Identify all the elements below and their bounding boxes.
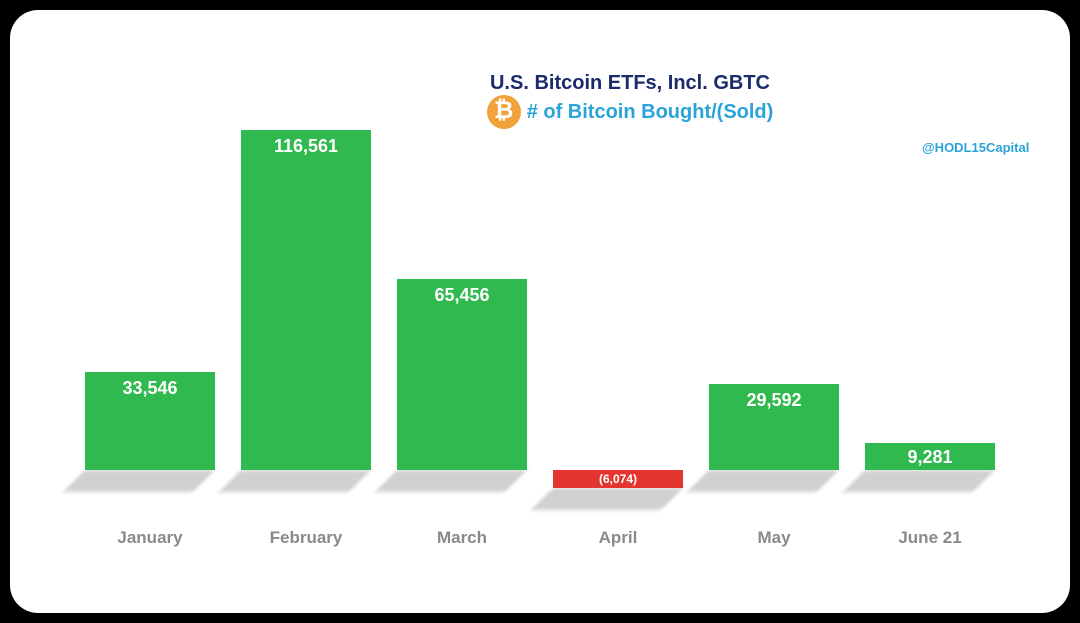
bar-chart: U.S. Bitcoin ETFs, Incl. GBTC ₿ # of Bit… (10, 10, 1070, 613)
category-label: June 21 (865, 528, 995, 548)
bar-positive: 65,456 (397, 279, 527, 470)
bar-shadow (375, 470, 527, 492)
bar-shadow (531, 488, 683, 510)
bar-positive: 9,281 (865, 443, 995, 470)
bar-positive: 33,546 (85, 372, 215, 470)
category-label: March (397, 528, 527, 548)
bar-slot: 29,592 (709, 130, 839, 470)
bar-value-label: 29,592 (709, 390, 839, 411)
bar-slot: 9,281 (865, 130, 995, 470)
chart-title-line1: U.S. Bitcoin ETFs, Incl. GBTC (450, 72, 810, 95)
bar-slot: 65,456 (397, 130, 527, 470)
chart-area: 33,546 116,561 65,456 (6,074) 29,592 9,281 (70, 130, 1010, 470)
bar-shadow (687, 470, 839, 492)
bar-slot: (6,074) (553, 130, 683, 470)
bar-value-label: 116,561 (241, 136, 371, 157)
category-label: February (241, 528, 371, 548)
category-label: April (553, 528, 683, 548)
bar-value-label: 9,281 (865, 447, 995, 468)
bar-positive: 29,592 (709, 384, 839, 470)
chart-subtitle-text: # of Bitcoin Bought/(Sold) (527, 101, 774, 124)
bar-negative: (6,074) (553, 470, 683, 488)
bar-value-label: 65,456 (397, 285, 527, 306)
bar-value-label: (6,074) (553, 472, 683, 486)
bar-slot: 116,561 (241, 130, 371, 470)
chart-title: U.S. Bitcoin ETFs, Incl. GBTC ₿ # of Bit… (450, 72, 810, 129)
bar-slot: 33,546 (85, 130, 215, 470)
bitcoin-icon: ₿ (487, 95, 521, 129)
chart-card: U.S. Bitcoin ETFs, Incl. GBTC ₿ # of Bit… (10, 10, 1070, 613)
category-label: May (709, 528, 839, 548)
bar-shadow (843, 470, 995, 492)
bar-positive: 116,561 (241, 130, 371, 470)
chart-title-line2: ₿ # of Bitcoin Bought/(Sold) (450, 95, 810, 129)
bar-shadow (63, 470, 215, 492)
bar-value-label: 33,546 (85, 378, 215, 399)
category-label: January (85, 528, 215, 548)
bar-shadow (219, 470, 371, 492)
